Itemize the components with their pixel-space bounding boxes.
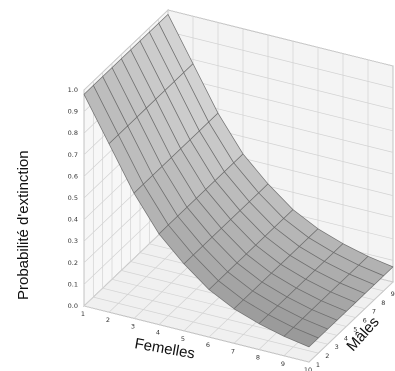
x-tick-labels: 1 2 3 4 5 6 7 8 9 10 [81,310,312,371]
x-floor-gridline [308,281,394,363]
y-tick-label: 8 [381,299,385,307]
surface-plot [83,13,394,348]
z-tick-label: 0.7 [68,151,78,159]
x-tick-label: 9 [281,360,285,368]
z-tick-labels: 0.0 0.1 0.2 0.3 0.4 0.5 0.6 0.7 0.8 0.9 1.0 [68,86,78,310]
z-tick-label: 0.5 [68,194,78,202]
x-tick-label: 7 [231,347,235,355]
y-tick-label: 1 [316,361,320,369]
x-tick-label: 2 [106,316,110,324]
y-tick-label: 7 [372,308,376,316]
z-tick-label: 0.8 [68,129,78,137]
y-floor-gridline [83,305,310,363]
z-tick-label: 0.9 [68,108,78,116]
z-tick-label: 0.0 [68,302,78,310]
z-tick-label: 0.6 [68,172,78,180]
x-tick-label: 10 [304,366,312,371]
y-tick-label: 6 [363,317,367,325]
x-tick-label: 8 [256,354,260,362]
y-floor-gridline [93,296,319,354]
x-tick-label: 4 [156,329,160,337]
x-tick-label: 6 [206,341,210,349]
z-tick-label: 0.3 [68,237,78,245]
y-tick-label: 2 [325,352,329,360]
z-tick-label: 0.4 [68,216,78,224]
y-tick-label: 4 [344,334,348,342]
x-floor-gridline [83,225,169,307]
x-tick-label: 3 [131,322,135,330]
z-axis-title: Probabilité d'extinction [15,150,32,300]
y-tick-label: 9 [391,290,395,298]
y-tick-label: 3 [335,343,339,351]
x-axis-title: Femelles [133,335,196,362]
surface-cell [283,327,319,348]
x-tick-label: 5 [181,335,185,343]
z-tick-label: 0.1 [68,280,78,288]
z-tick-label: 0.2 [68,259,78,267]
x-tick-label: 1 [81,310,85,318]
z-tick-label: 1.0 [68,86,78,94]
y-tick-label: 5 [353,325,357,333]
